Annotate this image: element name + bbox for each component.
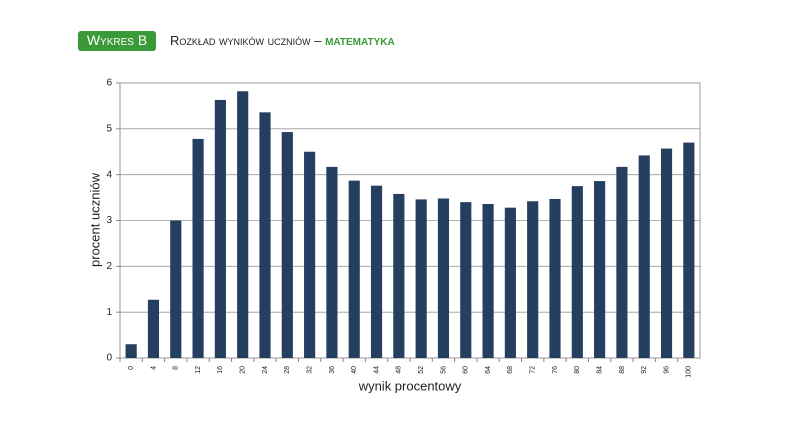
x-tick-label: 72: [530, 366, 537, 374]
x-tick-label: 32: [306, 366, 313, 374]
bar: [192, 138, 204, 358]
bar: [616, 166, 628, 358]
x-tick-label: 76: [552, 366, 559, 374]
x-tick-label: 24: [262, 366, 269, 374]
bar: [437, 198, 450, 358]
x-tick-label: 68: [507, 366, 514, 374]
bar: [415, 199, 427, 358]
x-tick-label: 80: [574, 366, 581, 374]
x-axis-label: wynik procentowy: [358, 378, 462, 393]
x-tick-label: 8: [173, 366, 180, 370]
x-tick-label: 64: [485, 366, 492, 374]
chart-title: Rozkład wyników uczniów – Matematyka: [170, 33, 395, 48]
x-tick-label: 12: [195, 366, 202, 374]
bar: [237, 91, 249, 358]
x-tick-label: 20: [240, 366, 247, 374]
y-tick-label: 2: [106, 261, 112, 272]
bar: [214, 99, 226, 358]
bar: [527, 201, 539, 358]
x-tick-label: 92: [641, 366, 648, 374]
x-tick-label: 48: [396, 366, 403, 374]
bar: [326, 166, 338, 358]
bar: [660, 148, 673, 358]
x-tick-label: 44: [373, 366, 380, 374]
x-tick-label: 60: [463, 366, 470, 374]
bar: [482, 204, 494, 358]
badge-bg: [78, 31, 156, 51]
x-tick-label: 96: [663, 366, 670, 374]
x-tick-label: 84: [596, 366, 603, 374]
x-tick-label: 16: [217, 366, 224, 374]
bar: [549, 198, 561, 358]
bar: [370, 185, 383, 358]
x-tick-label: 56: [440, 366, 447, 374]
y-tick-label: 0: [106, 353, 112, 364]
y-tick-label: 5: [106, 123, 112, 134]
x-tick-label: 88: [619, 366, 626, 374]
x-tick-label: 4: [150, 366, 157, 370]
bar: [304, 151, 316, 358]
y-tick-label: 3: [106, 215, 112, 226]
bar: [147, 299, 160, 358]
y-tick-label: 1: [106, 307, 112, 318]
bar: [460, 202, 472, 358]
x-tick-label: 100: [686, 366, 693, 378]
bar: [571, 186, 583, 358]
bar: [393, 193, 405, 358]
y-tick-label: 6: [106, 78, 112, 89]
y-tick-label: 4: [106, 169, 112, 180]
bar: [683, 142, 695, 358]
x-tick-label: 0: [128, 366, 135, 370]
bar: [504, 207, 516, 358]
x-tick-label: 28: [284, 366, 291, 374]
bar: [281, 132, 293, 358]
bar: [259, 112, 271, 358]
bar: [638, 155, 650, 358]
bar: [125, 344, 137, 358]
badge: Wykres B: [87, 32, 147, 48]
bar: [348, 180, 360, 358]
title-text: Rozkład wyników uczniów –: [170, 33, 322, 48]
x-tick-label: 36: [329, 366, 336, 374]
x-tick-label: 40: [351, 366, 358, 374]
x-tick-label: 52: [418, 366, 425, 374]
title-subject: Matematyka: [325, 37, 395, 48]
bar: [170, 220, 182, 358]
bar: [594, 181, 606, 358]
y-axis-label: procent uczniów: [87, 172, 102, 267]
